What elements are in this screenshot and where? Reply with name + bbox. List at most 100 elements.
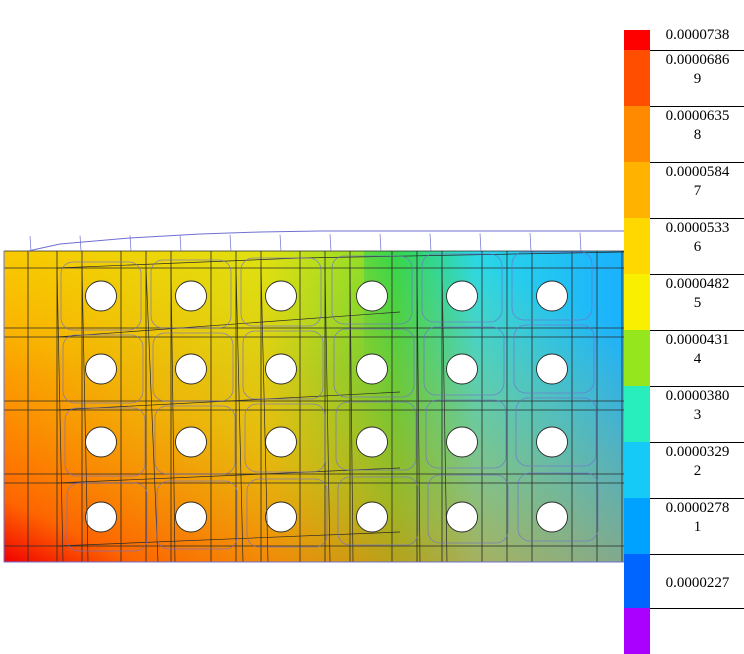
deformed-cell-r2-c2 (152, 332, 234, 402)
mesh-skew-15 (56, 531, 401, 547)
deformed-cell-r1-c3 (240, 257, 322, 327)
deformed-tick-10 (529, 232, 532, 252)
deformed-cell-r3-c6 (515, 397, 597, 467)
deformed-tick-8 (429, 233, 432, 252)
mesh-skew-9 (441, 267, 448, 563)
hole-r1-c6 (536, 280, 568, 312)
legend-swatch-1 (624, 30, 650, 50)
mesh-skew-2 (145, 267, 159, 563)
legend-label-2: 0.0000686 9 (665, 52, 730, 87)
deformed-cell-r4-c4 (337, 476, 419, 546)
legend-rule-4 (650, 218, 744, 219)
deformed-cell-r1-c6 (511, 251, 593, 321)
hole-r3-c2 (175, 426, 207, 458)
legend-label-1: 0.0000738 (665, 27, 730, 43)
deformed-cell-r2-c4 (333, 328, 415, 398)
hole-r2-c6 (536, 353, 568, 385)
hole-r3-c6 (536, 426, 568, 458)
hole-r2-c5 (446, 353, 478, 385)
deformed-cell-r2-c6 (513, 324, 595, 394)
hole-r1-c4 (356, 280, 388, 312)
legend-label-6: 0.0000482 5 (665, 276, 730, 311)
deformed-tick-7 (379, 233, 382, 252)
deformed-cell-r1-c2 (150, 259, 232, 329)
hole-r2-c3 (265, 353, 297, 385)
deformed-cell-r4-c2 (156, 480, 238, 550)
hole-r2-c1 (85, 353, 117, 385)
legend-rule-1 (650, 50, 744, 51)
legend-rule-8 (650, 442, 744, 443)
mesh-skew-8 (416, 267, 421, 563)
deformed-tick-6 (329, 234, 332, 252)
legend-swatch-9 (624, 442, 650, 498)
deformed-tick-3 (179, 235, 182, 252)
legend-swatch-6 (624, 274, 650, 330)
mesh-skew-1 (81, 267, 89, 563)
mesh-skew-12 (56, 311, 401, 338)
legend-swatch-10 (624, 498, 650, 554)
deformed-cell-r3-c1 (64, 407, 146, 477)
deformed-tick-4 (229, 234, 232, 252)
legend-swatch-2 (624, 50, 650, 106)
hole-r4-c6 (536, 501, 568, 533)
hole-r3-c4 (356, 426, 388, 458)
deformed-cell-r4-c3 (246, 478, 328, 548)
legend-label-9: 0.0000329 2 (665, 444, 730, 479)
deformed-cell-r2-c5 (423, 326, 505, 396)
legend-swatch-3 (624, 106, 650, 162)
deformed-top-edge (27, 230, 624, 252)
legend-rule-6 (650, 330, 744, 331)
hole-r4-c4 (356, 501, 388, 533)
legend-label-11: 0.0000227 (665, 575, 730, 591)
deformed-cell-r2-c1 (62, 334, 144, 404)
hole-r3-c3 (265, 426, 297, 458)
hole-r4-c3 (265, 501, 297, 533)
hole-r4-c5 (446, 501, 478, 533)
legend-swatch-8 (624, 386, 650, 442)
legend-swatch-5 (624, 218, 650, 274)
mesh-skew-4 (235, 267, 244, 563)
hole-r4-c2 (175, 501, 207, 533)
legend-rule-7 (650, 386, 744, 387)
mesh-skew-0 (56, 267, 64, 563)
deformed-cell-r3-c5 (425, 399, 507, 469)
deformed-tick-9 (479, 233, 482, 252)
deformed-tick-11 (579, 232, 582, 252)
hole-r3-c1 (85, 426, 117, 458)
deformed-tick-0 (29, 235, 32, 252)
deformed-cell-r1-c1 (60, 261, 142, 331)
legend-rule-3 (650, 162, 744, 163)
plate-color-field (4, 251, 624, 562)
mesh-skew-5 (260, 267, 269, 563)
deformed-outline (3, 230, 624, 563)
legend-label-7: 0.0000431 4 (665, 332, 730, 367)
legend-label-4: 0.0000584 7 (665, 164, 730, 199)
deformed-cell-r2-c3 (242, 330, 324, 400)
mesh-skew-11 (299, 251, 624, 259)
legend-swatch-7 (624, 330, 650, 386)
legend-rule-11 (650, 608, 744, 609)
legend-label-5: 0.0000533 6 (665, 220, 730, 255)
deformed-cell-r3-c4 (335, 401, 417, 471)
hole-r1-c3 (265, 280, 297, 312)
plate-border (3, 251, 624, 563)
deformed-cell-r1-c4 (331, 255, 413, 325)
mesh-skew-3 (170, 267, 176, 563)
deformed-tick-2 (129, 235, 132, 252)
hole-r3-c5 (446, 426, 478, 458)
deformed-tick-5 (279, 234, 282, 252)
mesh-skew-14 (56, 467, 401, 484)
legend-rule-9 (650, 498, 744, 499)
legend-swatch-12 (624, 608, 650, 654)
hole-r1-c2 (175, 280, 207, 312)
hole-r2-c2 (175, 353, 207, 385)
deformed-cell-r3-c2 (154, 405, 236, 475)
mesh-skew-6 (324, 267, 331, 563)
color-legend: 0.0000738 0.0000686 9 0.0000635 8 0.0000584… (624, 27, 744, 654)
legend-label-3: 0.0000635 8 (665, 108, 730, 143)
hole-r1-c5 (446, 280, 478, 312)
legend-label-10: 0.0000278 1 (665, 500, 730, 535)
mesh-skew-7 (349, 267, 354, 563)
deformed-tick-1 (79, 235, 82, 252)
legend-rule-10 (650, 554, 744, 555)
